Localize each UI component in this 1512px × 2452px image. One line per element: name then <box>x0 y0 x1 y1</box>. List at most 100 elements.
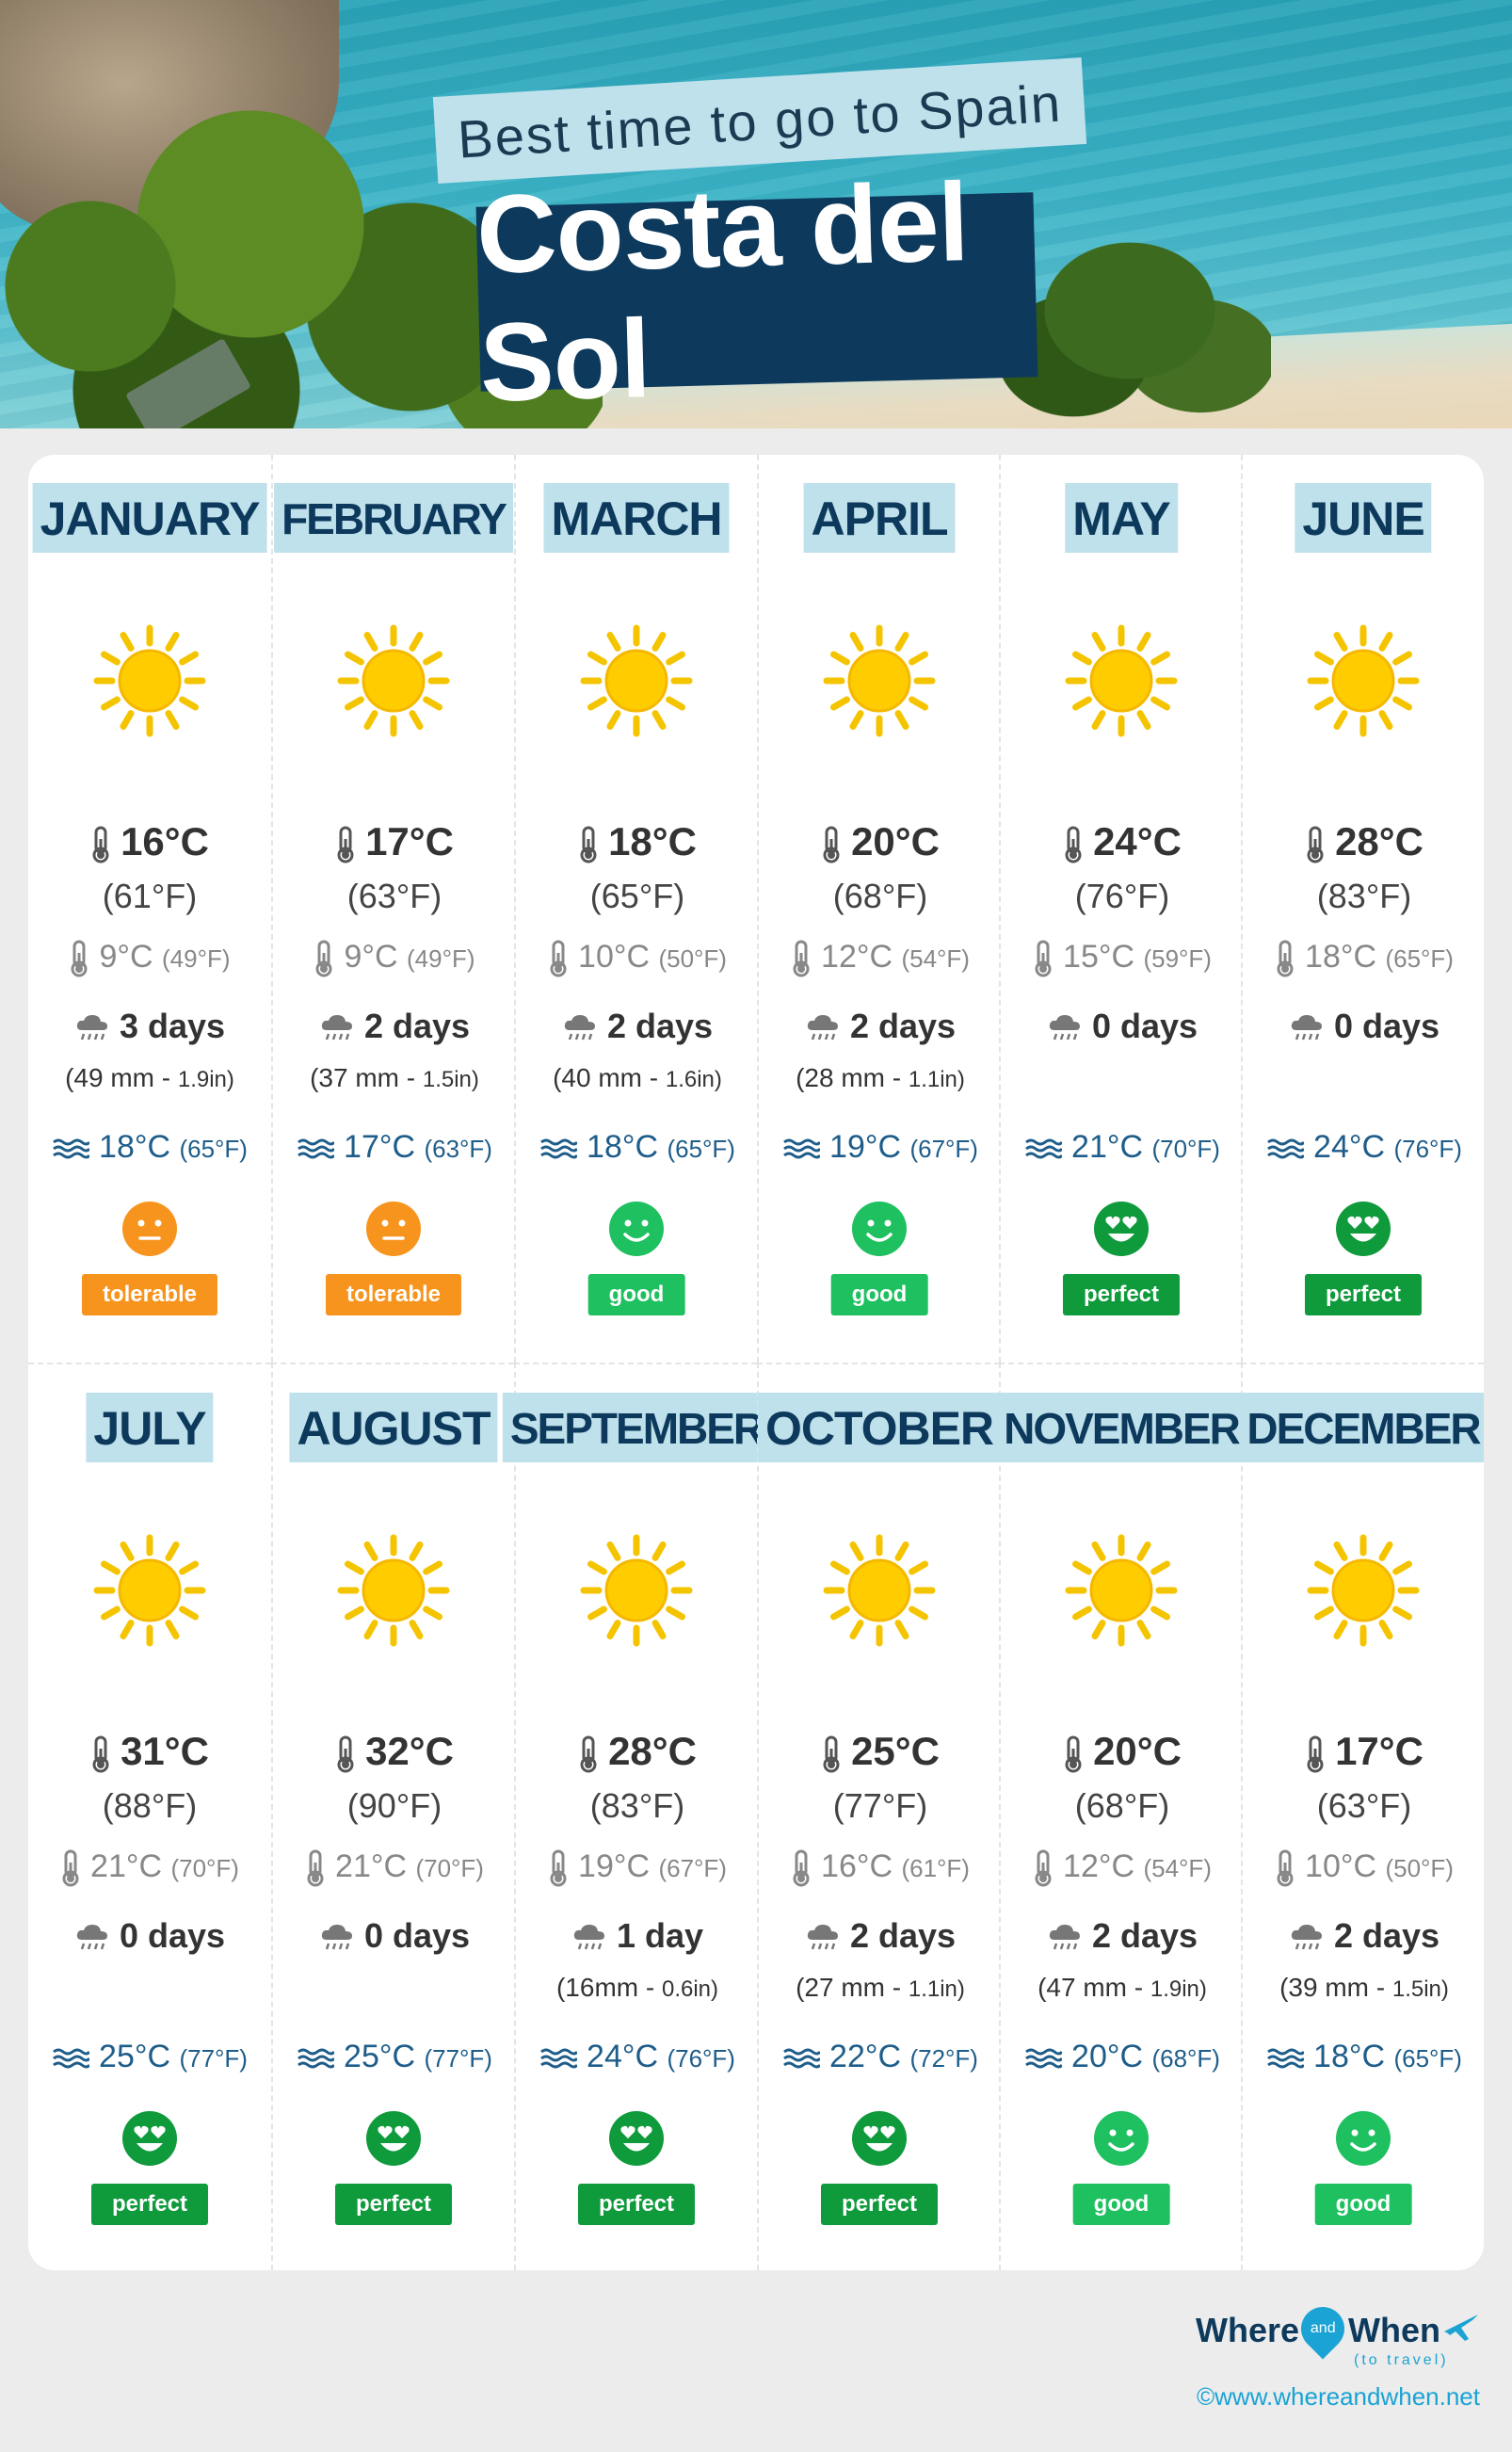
month-cell: OCTOBER 25°C (77°F) 16°C (61°F) 2 days (27 mm… <box>757 1363 1002 2270</box>
waves-icon <box>1024 1137 1063 1161</box>
high-temp: 20°C <box>1001 1727 1244 1776</box>
rain-amount: (39 mm - 1.5in) <box>1279 1973 1449 2002</box>
heart-eyes-face-icon <box>121 2110 178 2167</box>
thermometer-icon <box>1305 1735 1326 1773</box>
high-temp: 31°C <box>28 1727 271 1776</box>
rain-days: 0 days <box>1001 1004 1244 1049</box>
month-cell: DECEMBER 17°C (63°F) 10°C (50°F) 2 days (39 m… <box>1239 1363 1484 2270</box>
sun-icon <box>1065 1534 1178 1647</box>
sun-icon <box>823 624 936 737</box>
rain-cloud-icon <box>319 1923 355 1953</box>
high-temp-f: (76°F) <box>1074 877 1170 915</box>
month-name: OCTOBER <box>757 1393 1002 1462</box>
rain-days: 1 day <box>516 1913 759 1959</box>
rain-days: 0 days <box>273 1913 516 1959</box>
rain-amount: (28 mm - 1.1in) <box>796 1063 965 1092</box>
high-temp-f: (68°F) <box>832 877 928 915</box>
rating-badge: perfect <box>577 2184 696 2225</box>
high-temp: 20°C <box>759 817 1002 866</box>
rain-cloud-icon <box>1047 1013 1083 1043</box>
rain-amount: (37 mm - 1.5in) <box>310 1063 479 1092</box>
rain-days: 3 days <box>28 1004 271 1049</box>
high-temp-f: (90°F) <box>346 1786 442 1825</box>
thermometer-icon <box>1033 1849 1054 1887</box>
month-cell: SEPTEMBER 28°C (83°F) 19°C (67°F) 1 day (16mm… <box>502 1363 771 2270</box>
logo-when: When <box>1348 2311 1440 2349</box>
sun-icon <box>93 624 206 737</box>
high-temp-f: (61°F) <box>102 877 198 915</box>
rain-amount <box>273 1969 516 2007</box>
month-name: FEBRUARY <box>274 483 513 553</box>
whereandwhen-logo[interactable]: Where and When (to travel) <box>1196 2298 1478 2373</box>
thermometer-icon <box>90 826 111 863</box>
low-temp: 12°C (54°F) <box>1001 1845 1244 1888</box>
low-temp: 15°C (59°F) <box>1001 935 1244 978</box>
sun-icon <box>580 1534 693 1647</box>
month-cell: MAY 24°C (76°F) 15°C (59°F) 0 days 21°C (70°F… <box>999 455 1242 1363</box>
rating-badge: good <box>830 1274 928 1315</box>
waves-icon <box>1024 2046 1063 2071</box>
low-temp: 12°C (54°F) <box>759 935 1002 978</box>
thermometer-icon <box>335 826 356 863</box>
rain-amount: (40 mm - 1.6in) <box>553 1063 722 1092</box>
month-cell: JULY 31°C (88°F) 21°C (70°F) 0 days 25°C (77°… <box>28 1363 271 2270</box>
waves-icon <box>52 2046 90 2071</box>
rating-badge: tolerable <box>325 1274 462 1315</box>
rain-days: 2 days <box>759 1004 1002 1049</box>
thermometer-icon <box>305 1849 326 1887</box>
thermometer-icon <box>1275 1849 1295 1887</box>
smile-face-icon <box>851 1201 908 1257</box>
rating-badge: perfect <box>90 2184 209 2225</box>
low-temp: 21°C (70°F) <box>28 1845 271 1888</box>
rain-days: 2 days <box>1001 1913 1244 1959</box>
low-temp: 18°C (65°F) <box>1243 935 1484 978</box>
month-name: JANUARY <box>32 483 267 553</box>
waves-icon <box>539 2046 578 2071</box>
rating-badge: perfect <box>334 2184 453 2225</box>
heart-eyes-face-icon <box>608 2110 665 2167</box>
rain-days: 2 days <box>759 1913 1002 1959</box>
rating-badge: good <box>587 1274 685 1315</box>
thermometer-icon <box>548 940 569 977</box>
low-temp: 19°C (67°F) <box>516 1845 759 1888</box>
month-name: MAY <box>1065 483 1178 553</box>
rain-days: 2 days <box>1243 1913 1484 1959</box>
rain-cloud-icon <box>319 1013 355 1043</box>
waves-icon <box>1266 2046 1305 2071</box>
rain-days: 0 days <box>28 1913 271 1959</box>
high-temp: 17°C <box>273 817 516 866</box>
sea-temp: 21°C (70°F) <box>1001 1125 1244 1169</box>
thermometer-icon <box>69 940 89 977</box>
waves-icon <box>782 2046 821 2071</box>
sea-temp: 18°C (65°F) <box>516 1125 759 1169</box>
high-temp: 16°C <box>28 817 271 866</box>
high-temp-f: (88°F) <box>102 1786 198 1825</box>
rating-badge: perfect <box>820 2184 939 2225</box>
high-temp: 17°C <box>1243 1727 1484 1776</box>
thermometer-icon <box>791 940 812 977</box>
logo-pin-icon: and <box>1292 2298 1354 2360</box>
high-temp-f: (65°F) <box>589 877 685 915</box>
waves-icon <box>297 1137 335 1161</box>
low-temp: 9°C (49°F) <box>28 935 271 978</box>
high-temp: 25°C <box>759 1727 1002 1776</box>
thermometer-icon <box>1063 826 1084 863</box>
thermometer-icon <box>90 1735 111 1773</box>
month-name: JULY <box>86 1393 214 1462</box>
high-temp: 18°C <box>516 817 759 866</box>
month-name: AUGUST <box>289 1393 498 1462</box>
sea-temp: 18°C (65°F) <box>1243 2035 1484 2078</box>
month-cell: JANUARY 16°C (61°F) 9°C (49°F) 3 days (49 mm … <box>28 455 271 1363</box>
sun-icon <box>1307 624 1420 737</box>
rain-cloud-icon <box>74 1923 110 1953</box>
airplane-icon <box>1444 2315 1478 2341</box>
heart-eyes-face-icon <box>365 2110 422 2167</box>
smile-face-icon <box>1335 2110 1391 2167</box>
copyright-link[interactable]: ©www.whereandwhen.net <box>1197 2382 1480 2411</box>
sun-icon <box>1065 624 1178 737</box>
high-temp-f: (77°F) <box>832 1786 928 1825</box>
rain-days: 2 days <box>516 1004 759 1049</box>
high-temp-f: (83°F) <box>589 1786 685 1825</box>
low-temp: 9°C (49°F) <box>273 935 516 978</box>
high-temp: 28°C <box>516 1727 759 1776</box>
